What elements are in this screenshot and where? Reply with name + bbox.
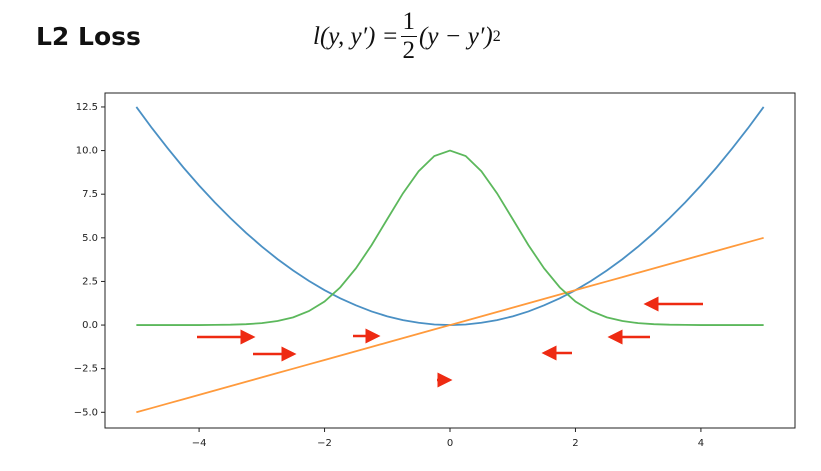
x-tick-label: −4 — [192, 438, 207, 449]
x-tick-label: −2 — [317, 438, 332, 449]
y-tick-label: 2.5 — [82, 276, 98, 287]
exponent: 2 — [492, 27, 501, 45]
y-tick-label: −2.5 — [74, 364, 98, 375]
line-series — [136, 149, 764, 326]
y-tick-label: 10.0 — [76, 146, 98, 157]
formula-lhs: l(y, y′) = — [313, 22, 399, 50]
slide-title: L2 Loss — [36, 22, 141, 51]
line-series — [136, 236, 764, 414]
plot-frame — [104, 92, 796, 429]
y-tick-label: 12.5 — [76, 102, 98, 113]
x-tick-label: 4 — [698, 438, 704, 449]
numerator: 1 — [400, 8, 417, 37]
denominator: 2 — [402, 37, 416, 64]
x-tick-label: 2 — [572, 438, 578, 449]
y-tick-label: 5.0 — [82, 233, 98, 244]
line-series — [135, 106, 765, 326]
y-tick-label: −5.0 — [74, 407, 98, 418]
formula: l(y, y′) = 1 2 (y − y′) 2 — [313, 8, 501, 65]
y-tick-label: 7.5 — [82, 189, 98, 200]
y-tick-label: 0.0 — [82, 320, 98, 331]
fraction: 1 2 — [400, 8, 417, 65]
arrows — [197, 296, 703, 388]
formula-rhs: (y − y′) — [419, 22, 493, 50]
x-tick-label: 0 — [447, 438, 453, 449]
